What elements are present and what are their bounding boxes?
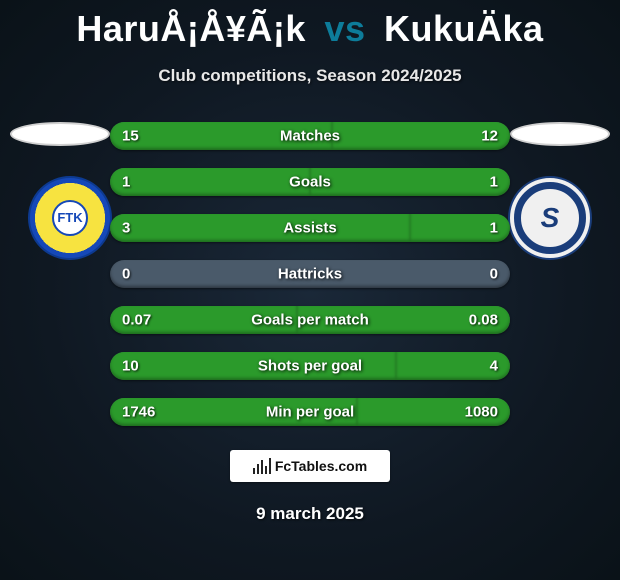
stat-value-right: 1: [490, 174, 498, 191]
brand-text: FcTables.com: [275, 458, 367, 474]
brand-box: FcTables.com: [230, 450, 390, 482]
stat-label: Assists: [283, 220, 336, 237]
stat-value-left: 0: [122, 266, 130, 283]
stat-label: Min per goal: [266, 404, 354, 421]
stat-fill-right: [310, 168, 510, 196]
player-right-name: KukuÄka: [384, 8, 544, 49]
stat-row: 0 0 Hattricks: [110, 260, 510, 288]
stat-row: 3 1 Assists: [110, 214, 510, 242]
stat-value-right: 1: [490, 220, 498, 237]
vs-label: vs: [324, 8, 365, 49]
stat-value-left: 1746: [122, 404, 155, 421]
stat-label: Matches: [280, 128, 340, 145]
stat-row: 1746 1080 Min per goal: [110, 398, 510, 426]
brand-icon: [253, 458, 271, 474]
stat-value-right: 0.08: [469, 312, 498, 329]
stat-label: Shots per goal: [258, 358, 362, 375]
stat-row: 0.07 0.08 Goals per match: [110, 306, 510, 334]
stat-row: 1 1 Goals: [110, 168, 510, 196]
comparison-content: FTK S 15 12 Matches 1 1 Goals 3 1 Assists 0 0 Hattr…: [0, 122, 620, 524]
stat-value-left: 10: [122, 358, 139, 375]
stat-fill-left: [110, 214, 410, 242]
page-title: HaruÅ¡Å¥Ã¡k vs KukuÄka: [0, 0, 620, 50]
stat-label: Goals per match: [251, 312, 369, 329]
stat-value-left: 1: [122, 174, 130, 191]
stat-fill-left: [110, 168, 310, 196]
stat-label: Goals: [289, 174, 331, 191]
stat-value-right: 1080: [465, 404, 498, 421]
club-badge-right: S: [508, 176, 592, 260]
stat-value-left: 0.07: [122, 312, 151, 329]
stat-rows: 15 12 Matches 1 1 Goals 3 1 Assists 0 0 Hattricks 0.…: [110, 122, 510, 426]
stat-label: Hattricks: [278, 266, 342, 283]
stat-row: 15 12 Matches: [110, 122, 510, 150]
stat-value-left: 15: [122, 128, 139, 145]
player-left-name: HaruÅ¡Å¥Ã¡k: [76, 8, 306, 49]
club-badge-right-text: S: [541, 203, 560, 234]
subtitle: Club competitions, Season 2024/2025: [0, 66, 620, 86]
club-badge-left: FTK: [28, 176, 112, 260]
player-right-photo-placeholder: [510, 122, 610, 146]
club-badge-left-text: FTK: [52, 200, 88, 236]
stat-value-right: 4: [490, 358, 498, 375]
player-left-photo-placeholder: [10, 122, 110, 146]
stat-value-right: 12: [481, 128, 498, 145]
stat-value-right: 0: [490, 266, 498, 283]
date-label: 9 march 2025: [0, 504, 620, 524]
stat-row: 10 4 Shots per goal: [110, 352, 510, 380]
stat-value-left: 3: [122, 220, 130, 237]
